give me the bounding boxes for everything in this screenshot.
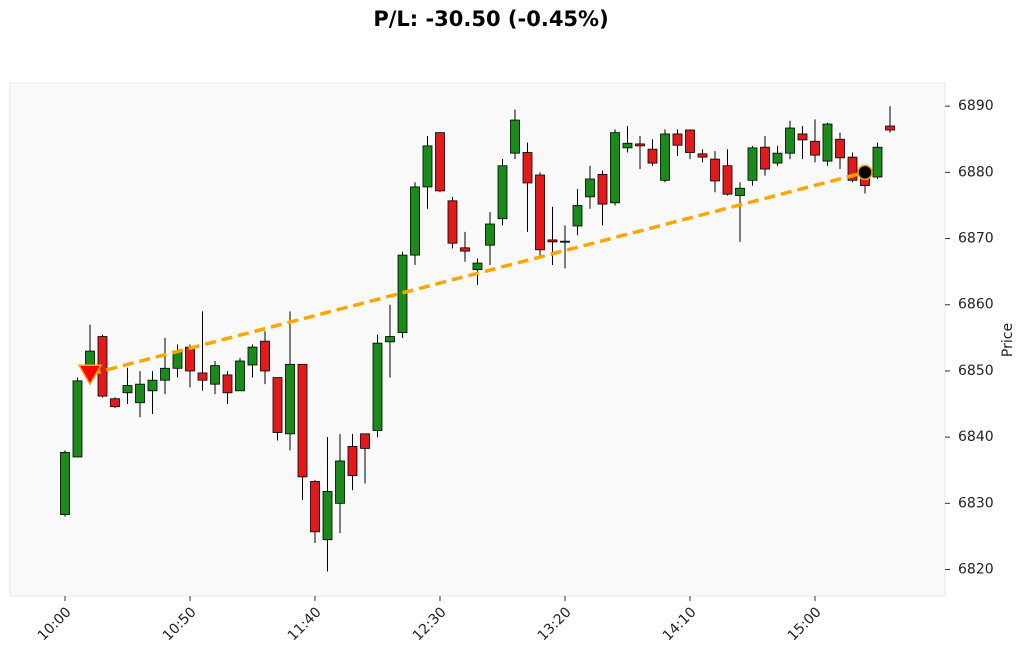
x-tick-label: 10:50 bbox=[160, 604, 200, 644]
candle-body bbox=[885, 125, 895, 131]
x-tick-label: 10:00 bbox=[35, 604, 75, 644]
candle-body bbox=[197, 372, 208, 381]
candle-body bbox=[160, 367, 170, 381]
candle-body bbox=[522, 152, 533, 184]
x-tick-label: 12:30 bbox=[410, 604, 450, 644]
candle-body bbox=[797, 133, 808, 141]
candle-body bbox=[322, 491, 333, 541]
trade-line bbox=[89, 170, 866, 376]
plot-area bbox=[9, 82, 946, 597]
exit-marker bbox=[857, 164, 873, 181]
candle-body bbox=[360, 433, 370, 449]
candle-body bbox=[472, 262, 483, 271]
candle-body bbox=[735, 187, 745, 196]
candle-body bbox=[435, 132, 445, 192]
candle-body bbox=[410, 186, 420, 256]
candle-body bbox=[635, 143, 645, 147]
candle-body bbox=[422, 145, 433, 188]
candle-body bbox=[135, 383, 145, 404]
candle-body bbox=[497, 165, 508, 220]
candle-body bbox=[572, 205, 583, 227]
candle-body bbox=[460, 247, 470, 252]
candle-body bbox=[710, 158, 720, 182]
candle-body bbox=[647, 148, 658, 164]
candle-body bbox=[260, 340, 270, 372]
candle-body bbox=[185, 346, 195, 372]
candle-body bbox=[685, 129, 695, 153]
candle-body bbox=[347, 446, 358, 476]
candle-body bbox=[447, 200, 458, 244]
candle-body bbox=[110, 398, 120, 408]
y-tick-label: 6880 bbox=[958, 164, 994, 180]
candle-body bbox=[547, 239, 558, 243]
candle-body bbox=[747, 147, 758, 181]
x-tick-label: 11:40 bbox=[285, 604, 325, 644]
candle-body bbox=[60, 451, 70, 515]
candle-body bbox=[247, 346, 258, 366]
candle-body bbox=[785, 127, 795, 154]
candle-body bbox=[122, 385, 133, 394]
candle-body bbox=[397, 254, 408, 333]
candle-body bbox=[697, 153, 708, 158]
candle-body bbox=[72, 380, 83, 458]
x-tick-label: 13:20 bbox=[535, 604, 575, 644]
candle-body bbox=[285, 363, 295, 435]
y-tick-label: 6840 bbox=[958, 429, 994, 445]
candle-body bbox=[597, 173, 608, 205]
candle-body bbox=[872, 146, 883, 178]
candle-body bbox=[272, 377, 283, 433]
candle-body bbox=[772, 152, 783, 164]
candle-body bbox=[210, 365, 220, 385]
candle-body bbox=[847, 156, 858, 181]
candle-body bbox=[760, 146, 770, 170]
y-tick-label: 6860 bbox=[958, 297, 994, 313]
x-tick-label: 15:00 bbox=[785, 604, 825, 644]
candle-body bbox=[297, 363, 308, 478]
candle-body bbox=[660, 133, 670, 181]
y-tick-label: 6830 bbox=[958, 495, 994, 511]
candle-body bbox=[622, 142, 633, 149]
candle-body bbox=[610, 132, 620, 204]
candle-body bbox=[810, 140, 820, 156]
y-axis-label: Price bbox=[1000, 323, 1016, 357]
candle-body bbox=[147, 379, 158, 392]
candle-body bbox=[310, 481, 320, 533]
candle-body bbox=[485, 223, 495, 246]
chart-title: P/L: -30.50 (-0.45%) bbox=[373, 7, 608, 31]
candle-body bbox=[385, 336, 395, 343]
y-tick-label: 6870 bbox=[958, 231, 994, 247]
x-tick-label: 14:10 bbox=[660, 604, 700, 644]
candle-body bbox=[222, 374, 233, 394]
candle-body bbox=[560, 240, 570, 243]
y-tick-label: 6850 bbox=[958, 363, 994, 379]
candle-body bbox=[672, 133, 683, 146]
candle-body bbox=[235, 360, 245, 392]
entry-marker bbox=[77, 364, 103, 386]
candle-body bbox=[510, 119, 520, 154]
candle-body bbox=[372, 342, 383, 431]
candle-body bbox=[722, 165, 733, 195]
y-tick-label: 6820 bbox=[958, 562, 994, 578]
candle-body bbox=[822, 123, 833, 162]
y-tick-label: 6890 bbox=[958, 98, 994, 114]
candle-body bbox=[585, 178, 595, 198]
candle-body bbox=[535, 174, 545, 251]
candle-body bbox=[335, 460, 345, 504]
candle-body bbox=[835, 138, 845, 159]
